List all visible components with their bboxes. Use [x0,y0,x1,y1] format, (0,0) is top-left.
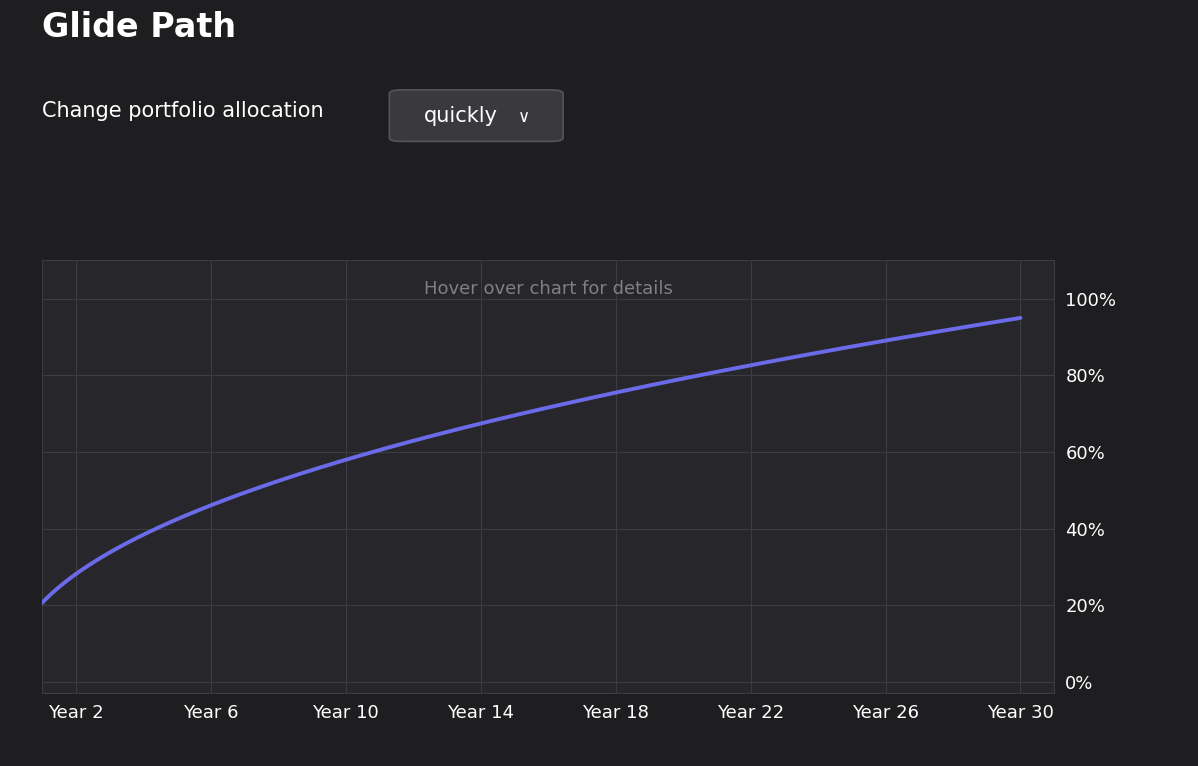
Text: Hover over chart for details: Hover over chart for details [424,280,672,298]
Text: quickly: quickly [424,106,498,126]
FancyBboxPatch shape [389,90,563,142]
Text: Glide Path: Glide Path [42,11,236,44]
Text: Change portfolio allocation: Change portfolio allocation [42,101,323,121]
Text: ∨: ∨ [518,107,531,126]
